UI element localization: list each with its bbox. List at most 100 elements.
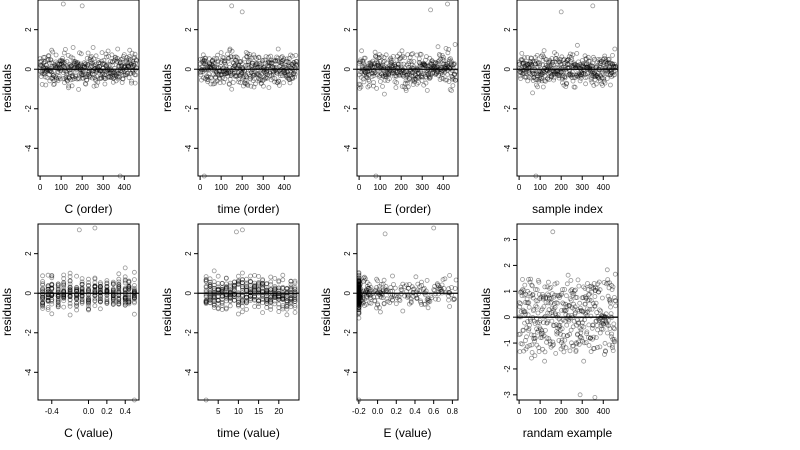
data-point (55, 299, 61, 305)
y-tick-label: 3 (503, 237, 512, 242)
data-point (121, 64, 127, 69)
data-point (229, 68, 235, 73)
data-point (79, 72, 85, 78)
data-point (235, 63, 241, 68)
data-point (247, 74, 253, 79)
data-point (293, 63, 299, 69)
data-point (543, 78, 548, 84)
data-point (102, 62, 108, 67)
data-point (438, 71, 443, 76)
data-point (518, 76, 523, 81)
data-point (525, 78, 531, 84)
data-point (530, 71, 536, 76)
data-point (38, 63, 44, 69)
data-point (40, 63, 45, 69)
data-point (420, 62, 426, 67)
data-point (372, 70, 378, 75)
data-point (67, 285, 73, 291)
y-axis-label: residuals (160, 288, 174, 336)
data-point (573, 72, 579, 78)
data-point (39, 69, 45, 75)
data-point (86, 287, 91, 293)
data-point (390, 54, 396, 59)
data-point (258, 81, 264, 86)
data-point (79, 299, 85, 304)
y-tick-label: 0 (24, 290, 33, 295)
data-point (44, 75, 50, 80)
data-point (246, 54, 252, 59)
data-point (559, 69, 564, 75)
data-point (597, 61, 603, 66)
data-point (540, 71, 546, 77)
data-point (444, 77, 450, 83)
y-axis-label: residuals (479, 288, 493, 336)
data-point (389, 60, 395, 65)
data-point (74, 296, 79, 302)
data-point (390, 63, 396, 69)
x-tick-label: 400 (437, 183, 451, 192)
data-point (70, 74, 76, 80)
data-point (230, 65, 236, 71)
data-point (447, 56, 453, 62)
data-point (64, 78, 70, 84)
data-point (567, 71, 572, 77)
data-point (602, 53, 608, 59)
data-point (409, 62, 415, 68)
data-point (603, 67, 608, 73)
data-point (52, 63, 58, 69)
data-point (433, 60, 439, 65)
data-point (357, 59, 363, 65)
data-point (82, 74, 88, 80)
data-point (287, 64, 293, 69)
data-point (607, 67, 613, 73)
data-point (445, 61, 451, 66)
data-point (126, 56, 132, 62)
data-point (593, 73, 599, 79)
data-point (221, 65, 226, 71)
data-point (62, 60, 68, 65)
data-point (110, 62, 115, 68)
data-point (522, 282, 528, 288)
data-point (278, 55, 284, 61)
data-point (446, 57, 452, 63)
data-point (541, 54, 547, 60)
data-point (564, 322, 570, 328)
data-point (60, 55, 65, 61)
data-point (125, 60, 131, 66)
data-point (61, 50, 67, 56)
data-point (564, 58, 570, 64)
data-point (434, 61, 440, 67)
data-point (100, 71, 106, 77)
plot-frame (356, 223, 459, 401)
data-point (608, 72, 613, 78)
data-point (551, 77, 556, 83)
data-point (78, 63, 83, 69)
data-point (104, 54, 109, 60)
y-axis-label: residuals (479, 64, 493, 112)
data-point (431, 70, 437, 76)
data-point (417, 63, 423, 69)
data-point (382, 74, 388, 80)
data-point (593, 81, 599, 87)
data-point (446, 297, 452, 303)
data-point (252, 54, 258, 60)
data-point (224, 69, 230, 75)
data-point (286, 60, 292, 66)
data-point (221, 79, 227, 85)
data-point (113, 70, 119, 75)
data-point (358, 74, 364, 80)
data-point (553, 56, 558, 62)
data-point (108, 74, 114, 80)
data-point (250, 60, 256, 66)
data-point (561, 349, 567, 355)
data-point (97, 60, 103, 66)
data-point (74, 291, 79, 297)
data-point (91, 83, 97, 89)
data-point (436, 58, 442, 64)
data-point (78, 70, 84, 76)
data-point (583, 81, 588, 87)
data-point (553, 56, 559, 61)
data-point (571, 60, 577, 66)
data-point (587, 65, 592, 71)
data-point (526, 69, 532, 75)
